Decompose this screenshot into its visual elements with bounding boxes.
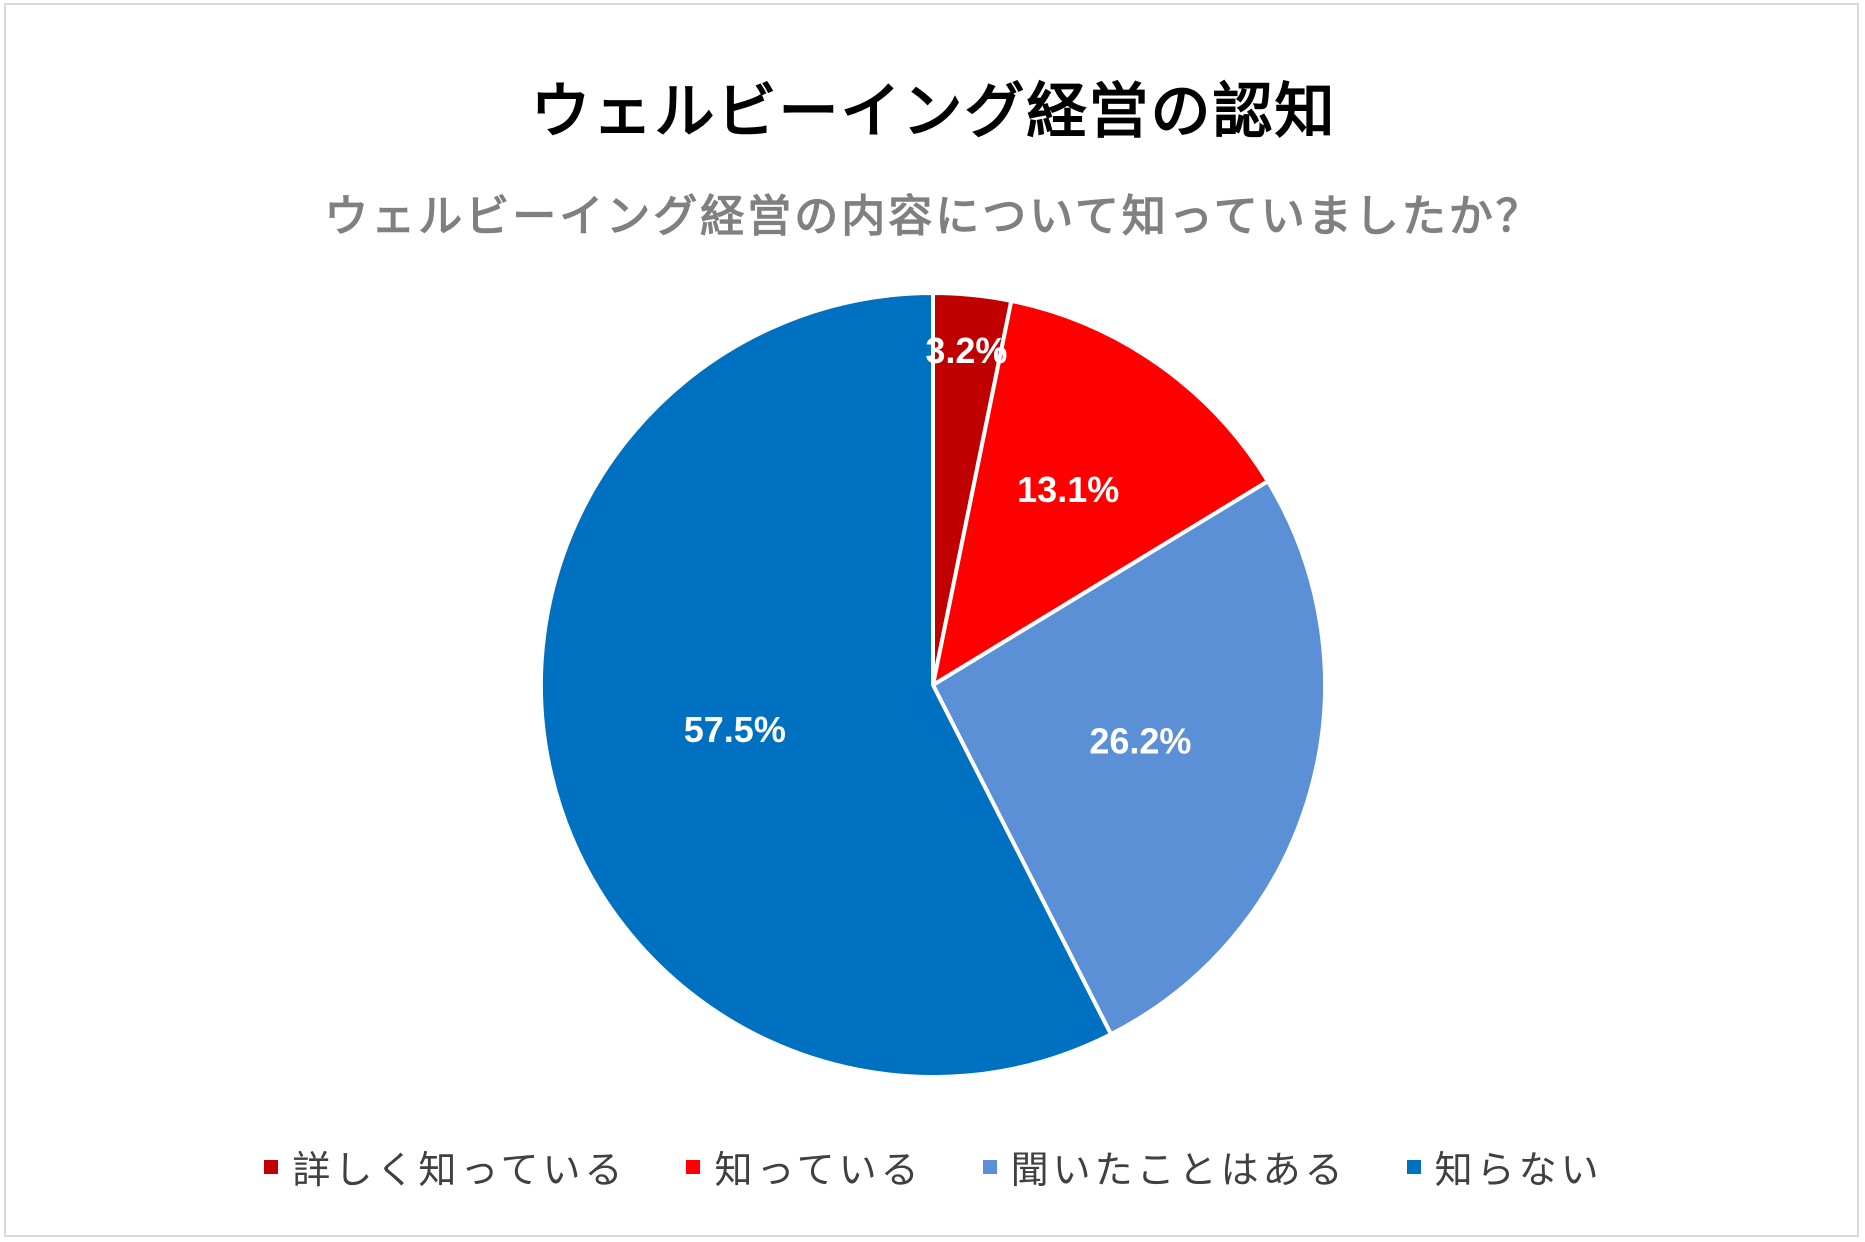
legend-swatch-3 [1406, 1159, 1421, 1174]
pie-chart: 3.2% 13.1% 26.2% 57.5% [539, 291, 1327, 1079]
legend-label-1: 知っている [714, 1148, 923, 1192]
chart-title: ウェルビーイング経営の認知 [530, 77, 1337, 147]
legend-label-0: 詳しく知っている [292, 1148, 627, 1192]
slice-value-label-2: 26.2% [1089, 720, 1191, 761]
legend-label-3: 知らない [1434, 1148, 1603, 1192]
chart-subtitle: ウェルビーイング経営の内容について知っていましたか？ [324, 191, 1543, 242]
legend-item-2: 聞いたことはある [982, 1139, 1347, 1194]
slice-value-label-1: 13.1% [1017, 469, 1119, 510]
chart-legend: 詳しく知っている 知っている 聞いたことはある 知らない [6, 1139, 1861, 1194]
slice-value-label-0: 3.2% [925, 330, 1007, 371]
pie-slice-1 [931, 298, 1270, 687]
pie-slice-3 [539, 291, 1113, 1079]
legend-item-0: 詳しく知っている [264, 1139, 626, 1194]
legend-swatch-2 [982, 1159, 997, 1174]
chart-frame: ウェルビーイング経営の認知 ウェルビーイング経営の内容について知っていましたか？… [4, 3, 1859, 1237]
legend-swatch-0 [264, 1159, 279, 1174]
legend-item-1: 知っている [686, 1139, 922, 1194]
legend-label-2: 聞いたことはある [1010, 1148, 1347, 1192]
pie-slice-2 [931, 479, 1327, 1037]
legend-swatch-1 [686, 1159, 701, 1174]
legend-item-3: 知らない [1406, 1139, 1603, 1194]
slice-value-label-3: 57.5% [684, 709, 786, 750]
